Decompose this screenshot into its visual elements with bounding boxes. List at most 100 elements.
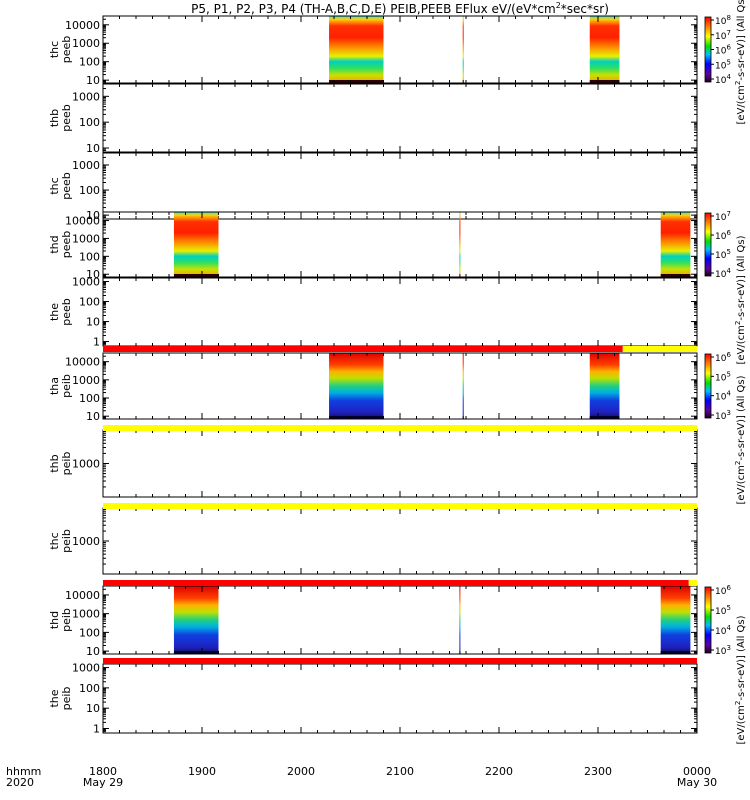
spectrogram-block-floor-0 [173, 274, 219, 277]
y-tick-label: 10 [86, 316, 100, 329]
colorbar-tick-label: 105 [715, 58, 731, 71]
spectrogram-block-floor-0 [329, 416, 384, 419]
x-tick-label: 1900 [188, 765, 216, 778]
colorbar: 106 105 104 103 [704, 351, 731, 422]
x-tick-label: 0000 [683, 765, 711, 778]
x-axis-date-start: May 29 [83, 776, 123, 789]
state-bar-yellow [103, 503, 697, 509]
y-tick-label: 1000 [72, 90, 100, 103]
panel-frame [102, 152, 698, 220]
colorbar-tick-label: 104 [715, 267, 731, 280]
y-tick-label: 100 [79, 626, 100, 639]
y-tick-label: 1000 [72, 276, 100, 289]
state-bar-yellow [103, 425, 697, 431]
y-tick-label: 1000 [72, 232, 100, 245]
y-tick-label: 10 [86, 74, 100, 87]
spectrogram-block-floor-1 [462, 416, 464, 419]
colorbar-gradient [704, 586, 712, 654]
colorbar-tick-label: 106 [715, 229, 731, 242]
panel-label: thepeib [48, 687, 73, 711]
spectrogram-block-floor-0 [173, 651, 219, 654]
y-tick-label: 10000 [65, 589, 100, 602]
panel-thd-peeb: 10 100 1000 10000 thdpeeb [48, 211, 698, 281]
spectrogram-block-0 [329, 16, 384, 83]
spectrogram-block-1 [462, 353, 464, 419]
colorbar-gradient [704, 16, 712, 83]
spectrogram-block-2 [660, 212, 691, 277]
state-bar-red [103, 346, 623, 352]
state-bar-red [103, 658, 697, 664]
panels-group: 10100100010000thcpeeb101001000thbpeeb101… [48, 15, 698, 735]
state-bar-yellow [622, 346, 697, 352]
state-bars-group [103, 346, 697, 664]
y-tick-label: 10 [86, 645, 100, 658]
colorbar-tick-label: 107 [715, 29, 731, 42]
y-tick-label: 10000 [65, 19, 100, 32]
colorbars-group: 1081071061051041071061051041061051041031… [704, 0, 747, 745]
colorbar-unit-label: [eV/(cm2-s-sr-eV)] (All Qs) [734, 615, 747, 744]
x-axis-date-end: May 30 [677, 776, 717, 789]
panel-frame [102, 507, 698, 575]
panel-frame [102, 663, 698, 734]
x-axis-left-label-2: 2020 [6, 776, 34, 789]
colorbar-tick-label: 105 [715, 248, 731, 261]
y-tick-label: 1000 [72, 159, 100, 172]
panel-label: thcpeib [48, 529, 73, 553]
colorbar-unit-label: [eV/(cm2-s-sr-eV)] (All Qs) [734, 0, 747, 125]
x-tick-label: 2300 [584, 765, 612, 778]
y-tick-label: 10 [86, 410, 100, 423]
spectrogram-block-0 [173, 212, 219, 277]
panel-label: thdpeeb [48, 231, 73, 259]
x-tick-label: 2000 [287, 765, 315, 778]
spectrogram-block-floor-2 [660, 274, 691, 277]
y-tick-label: 1000 [72, 662, 100, 675]
state-bar-red [103, 580, 689, 586]
y-tick-label: 1000 [72, 535, 100, 548]
y-tick-label: 100 [79, 392, 100, 405]
spectrogram-block-2 [660, 586, 691, 654]
panel-frame [102, 277, 698, 347]
spectrogram-block-1 [462, 16, 464, 83]
colorbar-tick-label: 106 [715, 351, 731, 364]
panel-the-peeb: 1 10 100 1000 thepeeb [48, 276, 698, 349]
x-tick-label: 2100 [386, 765, 414, 778]
panel-frame [102, 83, 698, 153]
panel-label: thbpeib [48, 452, 73, 476]
panel-label: thdpeib [48, 608, 73, 632]
spectrogram-block-1 [459, 586, 461, 654]
x-axis-left-label-1: hhmm [6, 765, 41, 778]
spectrogram-block-floor-2 [589, 80, 620, 83]
spectrogram-block-floor-2 [660, 651, 691, 654]
spectrogram-block-2 [589, 16, 620, 83]
colorbar: 106 105 104 103 [704, 584, 731, 657]
y-tick-label: 100 [79, 184, 100, 197]
chart-title: P5, P1, P2, P3, P4 (TH-A,B,C,D,E) PEIB,P… [191, 1, 609, 16]
y-tick-label: 100 [79, 56, 100, 69]
colorbar-unit-label: [eV/(cm2-s-sr-eV)] (All Qs) [734, 375, 747, 504]
colorbar-tick-label: 103 [715, 644, 731, 657]
y-tick-label: 10 [86, 142, 100, 155]
spectrogram-block-floor-1 [462, 80, 464, 83]
state-bar-yellow [688, 580, 697, 586]
panel-frame [102, 429, 698, 498]
panel-thc-peeb: 10 100 1000 10000 thcpeeb [48, 15, 698, 87]
colorbar-tick-label: 104 [715, 73, 731, 86]
spectrogram-block-floor-2 [589, 416, 620, 419]
colorbar-tick-label: 105 [715, 370, 731, 383]
y-tick-label: 10000 [65, 356, 100, 369]
panel-the-peib: 1 10 100 1000 thepeib [48, 662, 698, 735]
colorbar-unit-label: [eV/(cm2-s-sr-eV)] (All Qs) [734, 235, 747, 364]
panel-tha-peib: 10 100 1000 10000 thapeib [48, 352, 698, 423]
y-tick-label: 1000 [72, 374, 100, 387]
y-tick-label: 1000 [72, 458, 100, 471]
colorbar-tick-label: 106 [715, 584, 731, 597]
spectrogram-block-floor-1 [459, 651, 461, 654]
spectrogram-block-0 [173, 586, 219, 654]
panel-label: thepeeb [48, 298, 73, 326]
x-tick-label: 1800 [89, 765, 117, 778]
panel-thd-peib: 10 100 1000 10000 thdpeib [48, 585, 698, 658]
y-tick-label: 1000 [72, 37, 100, 50]
